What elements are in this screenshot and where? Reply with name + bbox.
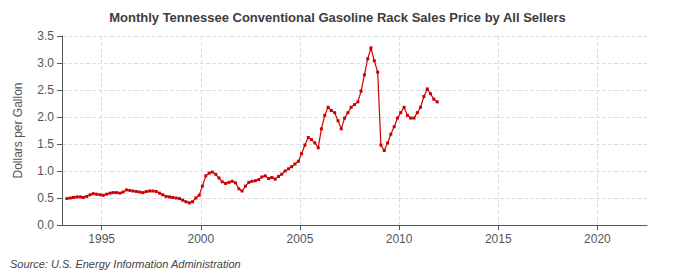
- svg-text:1995: 1995: [88, 232, 115, 246]
- svg-text:0.0: 0.0: [37, 218, 54, 232]
- svg-text:1.0: 1.0: [37, 164, 54, 178]
- svg-text:2000: 2000: [187, 232, 214, 246]
- svg-text:0.5: 0.5: [37, 191, 54, 205]
- svg-text:2015: 2015: [485, 232, 512, 246]
- svg-text:Dollars per Gallon: Dollars per Gallon: [11, 82, 25, 178]
- svg-text:3.0: 3.0: [37, 56, 54, 70]
- svg-text:3.5: 3.5: [37, 29, 54, 43]
- svg-text:2.5: 2.5: [37, 83, 54, 97]
- svg-text:1.5: 1.5: [37, 137, 54, 151]
- svg-text:Monthly Tennessee Conventional: Monthly Tennessee Conventional Gasoline …: [109, 10, 566, 25]
- svg-text:Source: U.S. Energy Informatio: Source: U.S. Energy Information Administ…: [10, 258, 241, 270]
- svg-text:2010: 2010: [386, 232, 413, 246]
- svg-text:2020: 2020: [584, 232, 611, 246]
- svg-text:2.0: 2.0: [37, 110, 54, 124]
- svg-text:2005: 2005: [287, 232, 314, 246]
